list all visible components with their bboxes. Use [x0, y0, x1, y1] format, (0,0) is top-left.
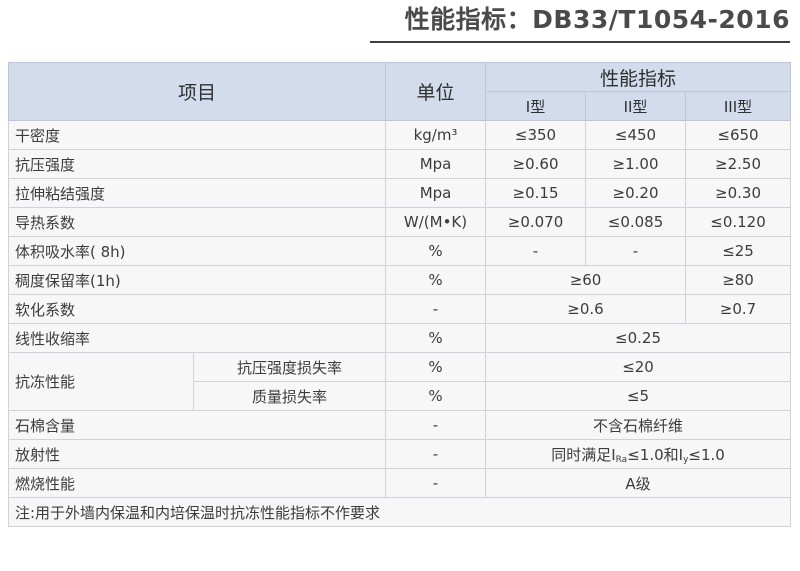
- row-unit: -: [385, 294, 487, 324]
- table-row: 石棉含量 - 不含石棉纤维: [7, 410, 792, 440]
- row-unit: Mpa: [385, 178, 487, 208]
- row-item-label: 抗压强度: [7, 149, 387, 179]
- spec-table-wrapper: 项目 单位 性能指标 I型 II型 III型 干密度 kg/m³ ≤350 ≤4…: [7, 62, 792, 527]
- row-value-all: ≤5: [485, 381, 792, 411]
- page-title-block: 性能指标：DB33/T1054-2016: [370, 2, 790, 43]
- header-item: 项目: [7, 62, 387, 121]
- row-value-type3: ≥2.50: [685, 149, 792, 179]
- row-value-type12: ≥0.6: [485, 294, 687, 324]
- header-type-3: III型: [685, 91, 792, 121]
- row-value-type3: ≤0.120: [685, 207, 792, 237]
- row-unit: %: [385, 352, 487, 382]
- row-unit: kg/m³: [385, 120, 487, 150]
- header-row-1: 项目 单位 性能指标: [7, 62, 792, 121]
- row-item-label: 放射性: [7, 439, 387, 469]
- row-value-type3: ≤25: [685, 236, 792, 266]
- table-row: 软化系数 - ≥0.6 ≥0.7: [7, 294, 792, 324]
- table-row: 稠度保留率(1h) % ≥60 ≥80: [7, 265, 792, 295]
- row-value-type1: ≤350: [485, 120, 587, 150]
- row-item-label: 线性收缩率: [7, 323, 387, 353]
- row-value-all: A级: [485, 468, 792, 498]
- row-item-group-label: 抗冻性能: [8, 352, 194, 411]
- table-row: 抗压强度 Mpa ≥0.60 ≥1.00 ≥2.50: [7, 149, 792, 179]
- table-row: 导热系数 W/(M•K) ≥0.070 ≤0.085 ≤0.120: [7, 207, 792, 237]
- row-value-type3: ≥80: [685, 265, 792, 295]
- radioactivity-sub-gamma: y: [683, 454, 689, 465]
- radioactivity-sub-ra: Ra: [615, 454, 628, 465]
- row-value-type12: ≥60: [485, 265, 687, 295]
- table-row: 抗冻性能 抗压强度损失率 % ≤20: [8, 352, 792, 411]
- table-row: 干密度 kg/m³ ≤350 ≤450 ≤650: [7, 120, 792, 150]
- header-row-2: I型 II型 III型: [9, 91, 792, 121]
- row-unit: W/(M•K): [385, 207, 487, 237]
- table-row: 质量损失率 % ≤5: [9, 381, 792, 411]
- row-unit: Mpa: [385, 149, 487, 179]
- row-value-type3: ≥0.30: [685, 178, 792, 208]
- row-unit: -: [385, 410, 487, 440]
- radioactivity-suffix: ≤1.0: [688, 445, 725, 464]
- table-row: 放射性 - 同时满足IRa≤1.0和Iy≤1.0: [7, 439, 792, 469]
- row-value-type1: ≥0.15: [485, 178, 587, 208]
- row-value-type1: ≥0.070: [485, 207, 587, 237]
- page-title: 性能指标：DB33/T1054-2016: [404, 5, 790, 34]
- row-unit: %: [385, 265, 487, 295]
- row-value-radioactivity: 同时满足IRa≤1.0和Iy≤1.0: [485, 439, 792, 469]
- row-unit: %: [385, 323, 487, 353]
- row-item-label: 干密度: [7, 120, 387, 150]
- row-unit: %: [385, 236, 487, 266]
- row-item-sublabel: 抗压强度损失率: [192, 352, 387, 382]
- row-item-label: 拉伸粘结强度: [7, 178, 387, 208]
- row-unit: %: [385, 381, 487, 411]
- row-item-sublabel: 质量损失率: [192, 381, 387, 411]
- table-note-row: 注:用于外墙内保温和内培保温时抗冻性能指标不作要求: [7, 497, 792, 527]
- row-value-type1: -: [485, 236, 587, 266]
- table-row: 线性收缩率 % ≤0.25: [7, 323, 792, 353]
- row-value-type2: ≥1.00: [585, 149, 687, 179]
- header-type-2: II型: [585, 91, 687, 121]
- row-value-type1: ≥0.60: [485, 149, 587, 179]
- row-value-type2: ≤450: [585, 120, 687, 150]
- header-performance: 性能指标: [485, 62, 792, 92]
- row-value-type2: -: [585, 236, 687, 266]
- header-type-1: I型: [485, 91, 587, 121]
- row-unit: -: [385, 439, 487, 469]
- row-item-label: 石棉含量: [7, 410, 387, 440]
- row-unit: -: [385, 468, 487, 498]
- row-item-label: 稠度保留率(1h): [7, 265, 387, 295]
- row-value-type2: ≤0.085: [585, 207, 687, 237]
- table-head: 项目 单位 性能指标 I型 II型 III型: [7, 62, 792, 121]
- row-value-type3: ≤650: [685, 120, 792, 150]
- row-item-label: 导热系数: [7, 207, 387, 237]
- row-value-all: ≤20: [485, 352, 792, 382]
- row-value-type2: ≥0.20: [585, 178, 687, 208]
- spec-table: 项目 单位 性能指标 I型 II型 III型 干密度 kg/m³ ≤350 ≤4…: [7, 62, 792, 527]
- header-unit: 单位: [385, 62, 487, 121]
- row-value-all: 不含石棉纤维: [485, 410, 792, 440]
- row-value-type3: ≥0.7: [685, 294, 792, 324]
- row-value-all: ≤0.25: [485, 323, 792, 353]
- table-body: 干密度 kg/m³ ≤350 ≤450 ≤650 抗压强度 Mpa ≥0.60 …: [7, 120, 792, 527]
- table-row: 体积吸水率( 8h) % - - ≤25: [7, 236, 792, 266]
- row-item-label: 软化系数: [7, 294, 387, 324]
- radioactivity-prefix: 同时满足I: [551, 445, 616, 464]
- table-note: 注:用于外墙内保温和内培保温时抗冻性能指标不作要求: [7, 497, 792, 527]
- radioactivity-mid: ≤1.0和I: [627, 445, 684, 464]
- title-underline: [370, 41, 790, 43]
- table-row: 拉伸粘结强度 Mpa ≥0.15 ≥0.20 ≥0.30: [7, 178, 792, 208]
- table-row: 燃烧性能 - A级: [7, 468, 792, 498]
- row-item-label: 燃烧性能: [7, 468, 387, 498]
- row-item-label: 体积吸水率( 8h): [7, 236, 387, 266]
